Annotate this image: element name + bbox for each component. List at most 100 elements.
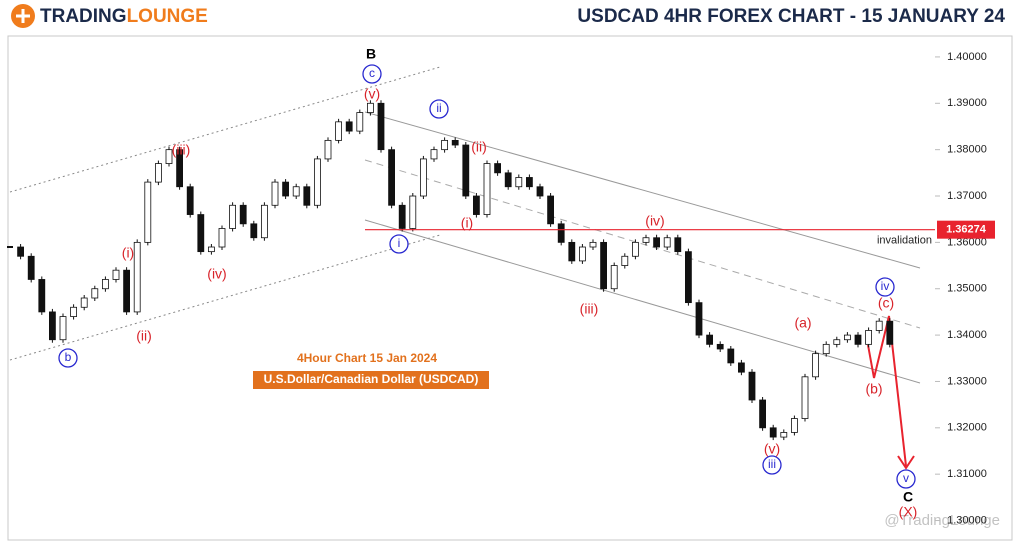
wave-label: c xyxy=(369,66,375,80)
candle xyxy=(388,149,396,206)
watermark: @TradingLounge xyxy=(884,512,1000,529)
candle xyxy=(38,279,46,313)
candle xyxy=(642,237,650,243)
channels xyxy=(9,66,921,384)
candle xyxy=(250,223,258,239)
wave-circle xyxy=(389,234,409,254)
wave-label: v xyxy=(903,471,909,485)
candle xyxy=(589,241,597,248)
instrument: U.S.Dollar/Canadian Dollar (USDCAD) xyxy=(264,372,479,386)
candle xyxy=(451,139,459,146)
wave-label: (i) xyxy=(122,245,134,261)
y-tick-label: 1.40000 xyxy=(947,51,987,63)
candle xyxy=(557,223,565,243)
header-bar xyxy=(0,0,1020,34)
candle xyxy=(865,330,872,345)
wave-label: iii xyxy=(768,457,776,471)
candle xyxy=(123,269,130,313)
candle xyxy=(292,186,300,197)
candle xyxy=(600,241,607,290)
candle xyxy=(102,279,109,290)
candle xyxy=(494,163,502,174)
candle xyxy=(716,343,724,350)
wave-circle xyxy=(875,277,895,297)
price-note: invalidation xyxy=(877,235,932,247)
wave-label: (iv) xyxy=(645,213,664,229)
candle xyxy=(695,302,703,336)
candle xyxy=(239,204,247,225)
wave-circle xyxy=(362,64,382,84)
candle xyxy=(356,112,364,132)
candle xyxy=(854,334,862,345)
channel-line xyxy=(364,219,921,384)
wave-circle xyxy=(429,99,449,119)
y-tick-label: 1.34000 xyxy=(947,329,987,341)
candle xyxy=(197,214,205,253)
candle xyxy=(398,204,406,229)
candle xyxy=(759,399,766,429)
candle xyxy=(324,139,332,160)
candle xyxy=(812,353,819,378)
wave-label: B xyxy=(366,46,376,62)
candle xyxy=(366,102,374,113)
candle xyxy=(144,181,152,243)
plot-frame xyxy=(7,35,1013,541)
subtitle: 4Hour Chart 15 Jan 2024 xyxy=(297,351,437,365)
wave-circle xyxy=(58,348,78,368)
candle xyxy=(70,306,77,317)
y-tick-label: 1.38000 xyxy=(947,144,987,156)
candle xyxy=(706,334,713,345)
candle xyxy=(536,186,544,197)
candle xyxy=(738,362,745,373)
candle xyxy=(345,121,353,132)
y-tick-label: 1.31000 xyxy=(947,468,987,480)
logo-mark xyxy=(16,9,30,23)
wave-label: ii xyxy=(436,101,441,115)
price-label: 1.36274 xyxy=(946,224,987,236)
candle xyxy=(27,255,35,280)
candle xyxy=(154,163,162,183)
projection-arrow xyxy=(867,315,907,467)
instrument-box xyxy=(253,371,489,389)
candle xyxy=(377,102,385,151)
candle xyxy=(409,195,417,229)
candle xyxy=(165,149,173,164)
candle xyxy=(653,237,660,248)
candle xyxy=(49,311,56,341)
candle xyxy=(727,348,735,364)
candle xyxy=(17,246,25,257)
channel-line xyxy=(9,234,441,361)
y-tick-label: 1.32000 xyxy=(947,422,987,434)
y-tick-label: 1.30000 xyxy=(947,514,987,526)
candle xyxy=(282,181,290,197)
candle xyxy=(176,149,184,188)
channel-line xyxy=(364,111,921,269)
candle xyxy=(91,288,99,299)
page-title: USDCAD 4HR FOREX CHART - 15 JANUARY 24 xyxy=(577,6,1005,27)
candle xyxy=(568,241,576,262)
logo: TRADINGLOUNGE xyxy=(40,6,208,27)
wave-label: (c) xyxy=(878,295,894,311)
candle xyxy=(621,255,629,266)
candle xyxy=(801,376,809,419)
candle xyxy=(875,320,883,331)
candle xyxy=(504,172,512,188)
wave-label: (ii) xyxy=(471,139,487,155)
wave-label: (ii) xyxy=(136,328,152,344)
candle xyxy=(886,320,894,345)
arrow-head xyxy=(897,455,915,470)
candle xyxy=(303,186,311,206)
candle xyxy=(769,427,777,438)
wave-label: C xyxy=(903,489,913,505)
logo-part: LOUNGE xyxy=(127,6,208,27)
candle xyxy=(133,241,141,313)
candle xyxy=(844,334,851,341)
wave-label: (iv) xyxy=(207,266,226,282)
logo-part: TRADING xyxy=(40,6,127,27)
candle xyxy=(791,418,798,433)
candle xyxy=(229,204,237,229)
candle xyxy=(462,144,470,197)
candle xyxy=(430,149,438,160)
wave-label: (iii) xyxy=(172,142,191,158)
